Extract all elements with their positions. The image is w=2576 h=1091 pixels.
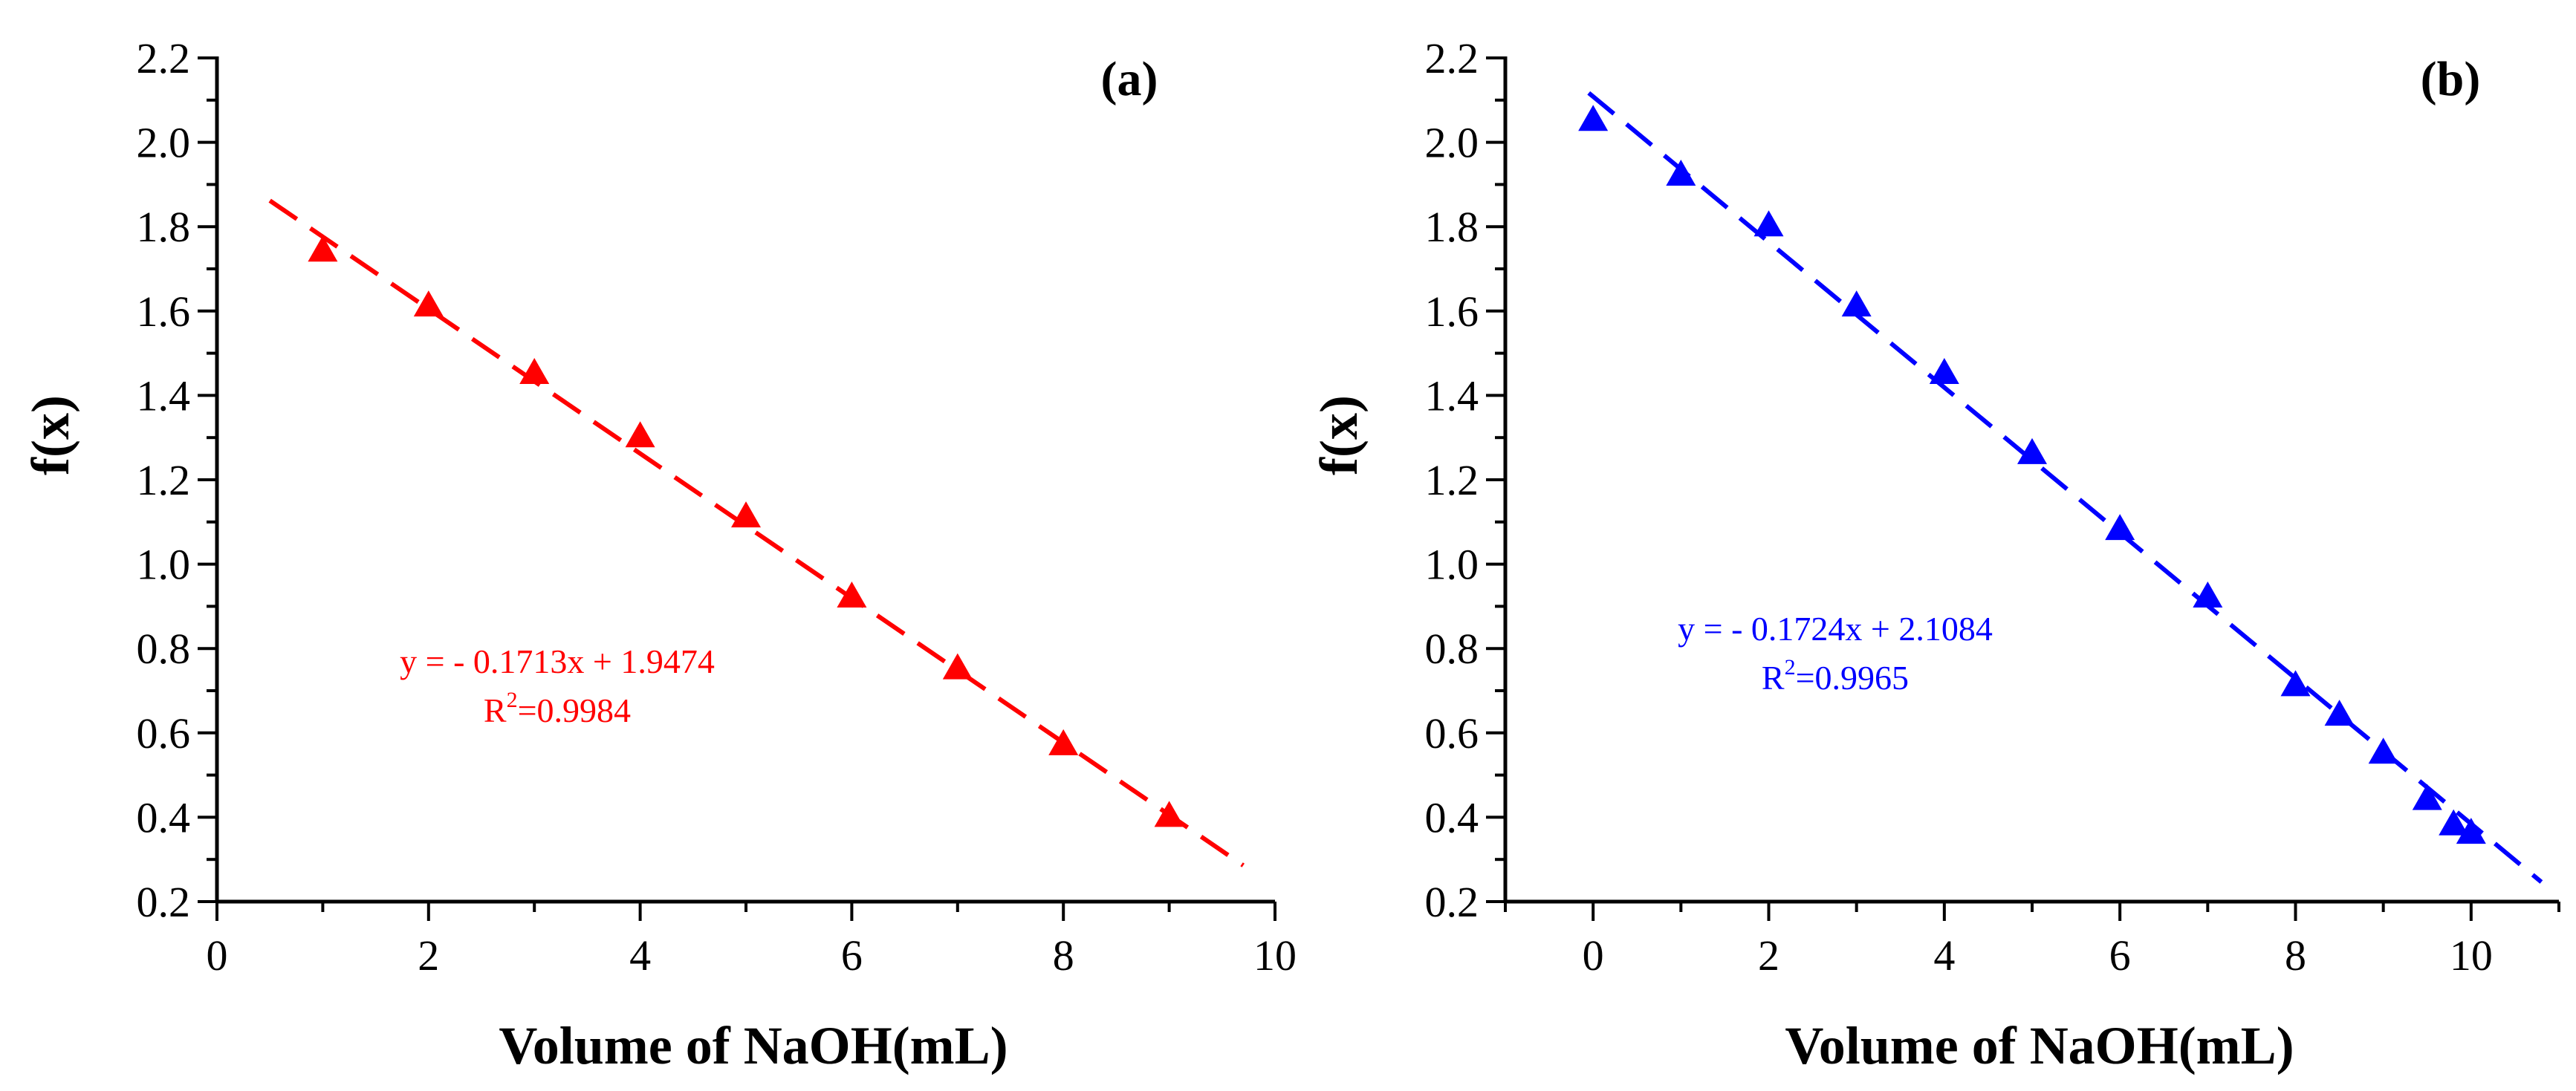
data-point [2280,670,2311,697]
y-axis-title: f(x) [21,395,80,475]
panel-a: 0.2 0.4 0.6 0.8 1.0 1.2 1.4 1.6 1.8 2.0 2.2 0 2 4 6 8 10… [21,34,1297,1075]
x-tick-label: 0 [207,931,228,980]
y-tick-label: 1.6 [1425,287,1479,336]
x-axis-title: Volume of NaOH(mL) [1785,1016,2294,1075]
r-squared-label: R2=0.9984 [484,688,631,729]
y-tick-label: 1.4 [1425,371,1479,420]
y-tick-label: 0.4 [137,793,191,841]
panel-label: (b) [2421,52,2481,106]
x-tick-label: 4 [629,931,651,980]
y-tick-label: 1.6 [137,287,191,336]
data-point [1578,105,1609,131]
y-tick-label: 1.8 [137,203,191,251]
data-point [625,421,655,448]
y-tick-label: 1.2 [1425,456,1479,504]
y-tick-label: 2.2 [1425,34,1479,82]
x-tick-label: 6 [2109,931,2131,980]
y-tick-label: 0.8 [1425,625,1479,673]
r-squared-value: =0.9984 [518,691,631,729]
y-tick-label: 0.4 [1425,793,1479,841]
fit-equation: y = - 0.1713x + 1.9474 [400,642,715,680]
y-tick-label: 1.0 [1425,541,1479,589]
data-point [1841,290,1872,317]
data-point [1048,729,1079,755]
x-tick-label: 8 [1053,931,1074,980]
data-point [1666,160,1696,186]
data-point [837,582,867,608]
r-squared-symbol: R [484,691,507,729]
data-point [519,358,550,384]
r-squared-superscript: 2 [507,688,518,712]
x-tick-label: 6 [841,931,863,980]
y-tick-label: 1.0 [137,541,191,589]
y-tick-label: 1.8 [1425,203,1479,251]
data-point [2193,582,2223,608]
data-point [413,290,444,317]
y-tick-label: 0.6 [137,709,191,758]
fit-equation: y = - 0.1724x + 2.1084 [1678,610,1993,648]
data-point [2456,818,2486,844]
fit-line [1587,91,2543,884]
y-tick-label: 2.0 [1425,119,1479,167]
x-tick-label: 2 [1758,931,1779,980]
r-squared-superscript: 2 [1785,655,1796,680]
y-tick-label: 2.0 [137,119,191,167]
r-squared-label: R2=0.9965 [1762,655,1909,697]
x-tick-label: 0 [1583,931,1604,980]
panel-b: 0.2 0.4 0.6 0.8 1.0 1.2 1.4 1.6 1.8 2.0 2.2 0 2 4 6 8 10… [1309,34,2560,1075]
y-tick-label: 1.2 [137,456,191,504]
x-tick-label: 4 [1933,931,1955,980]
y-tick-label: 0.6 [1425,709,1479,758]
r-squared-symbol: R [1762,659,1785,697]
y-tick-label: 0.8 [137,625,191,673]
r-squared-value: =0.9965 [1796,659,1909,697]
data-point [2324,700,2355,726]
data-point [2412,784,2442,810]
data-point [2105,514,2135,541]
x-tick-label: 10 [1253,931,1297,980]
y-tick-label: 0.2 [137,878,191,926]
panel-label: (a) [1101,52,1158,106]
data-point [2439,809,2469,836]
y-axis-title: f(x) [1309,395,1369,475]
data-point [1753,210,1784,237]
data-point [731,501,761,528]
data-point [1929,358,1959,384]
y-tick-label: 2.2 [137,34,191,82]
x-tick-label: 8 [2285,931,2306,980]
y-tick-label: 1.4 [137,371,191,420]
x-axis-title: Volume of NaOH(mL) [499,1016,1008,1075]
data-point [1154,801,1184,827]
x-tick-label: 2 [418,931,439,980]
fit-line [268,198,1245,867]
data-point [308,235,338,262]
y-tick-label: 0.2 [1425,878,1479,926]
x-tick-label: 10 [2450,931,2493,980]
data-point [942,653,973,680]
data-point [2368,737,2398,764]
data-point [2017,437,2047,464]
